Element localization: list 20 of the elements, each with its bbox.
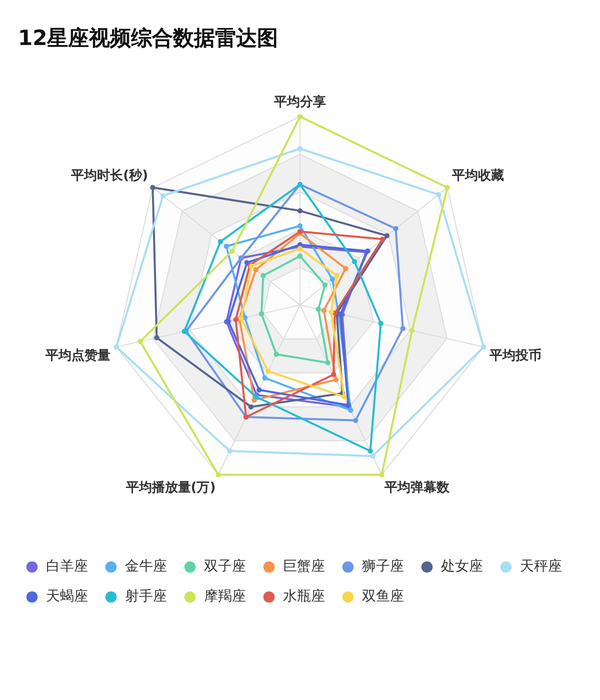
legend-label: 狮子座	[362, 558, 404, 575]
legend-label: 天蝎座	[46, 588, 88, 605]
legend-label: 金牛座	[125, 558, 167, 575]
legend-label: 双子座	[204, 558, 246, 575]
legend-label: 水瓶座	[283, 588, 325, 605]
legend-label: 巨蟹座	[283, 558, 325, 575]
legend-label: 摩羯座	[204, 588, 246, 605]
legend-label: 射手座	[125, 588, 167, 605]
spoke-label: 平均点赞量	[44, 347, 110, 364]
legend-label: 处女座	[441, 558, 483, 575]
spoke-label: 平均分享	[273, 94, 326, 110]
spoke-label: 平均弹幕数	[383, 479, 450, 496]
legend-label: 天秤座	[520, 558, 562, 575]
spoke-label: 平均投币	[488, 347, 542, 364]
spoke-label: 平均收藏	[450, 167, 504, 184]
spoke-label: 平均时长(秒)	[70, 168, 148, 184]
legend-label: 双鱼座	[362, 588, 404, 605]
spoke-label: 平均播放量(万)	[124, 480, 216, 496]
chart-title: 12星座视频综合数据雷达图	[18, 25, 278, 52]
legend-label: 白羊座	[46, 558, 88, 575]
